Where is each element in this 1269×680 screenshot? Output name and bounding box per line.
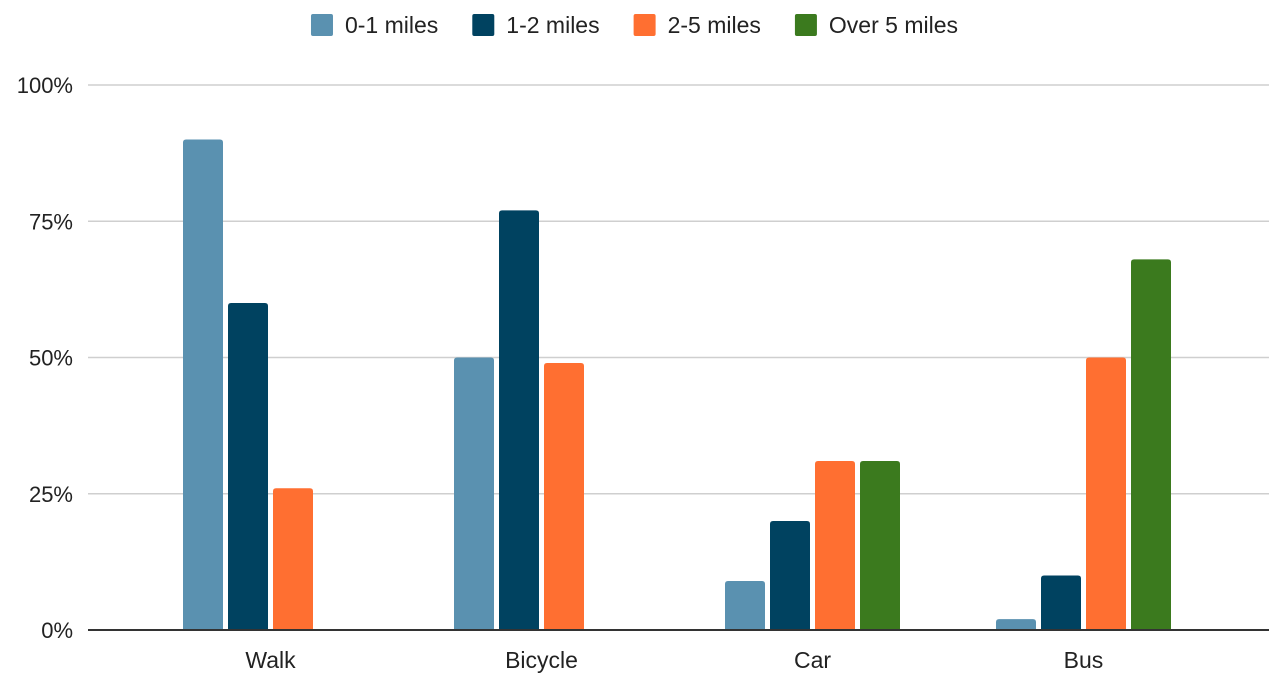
- legend-label: Over 5 miles: [829, 12, 958, 38]
- legend-label: 0-1 miles: [345, 12, 438, 38]
- x-tick-label: Walk: [245, 647, 296, 673]
- bar-bicycle-series-2: [499, 210, 539, 630]
- x-tick-label: Car: [794, 647, 831, 673]
- bar-bicycle-series-3: [544, 362, 584, 630]
- bar-bicycle-series-1: [454, 357, 494, 630]
- bar-bus-series-1: [996, 619, 1036, 630]
- legend: 0-1 miles 1-2 miles 2-5 miles Over 5 miles: [310, 12, 958, 38]
- bar-car-series-1: [725, 580, 765, 630]
- bar-car-series-3: [815, 461, 855, 630]
- y-tick-label: 0%: [41, 618, 73, 643]
- y-tick-label: 75%: [29, 209, 73, 234]
- legend-swatch: [472, 14, 495, 36]
- y-tick-label: 50%: [29, 346, 73, 371]
- legend-label: 1-2 miles: [506, 12, 599, 38]
- bar-bus-series-2: [1041, 575, 1081, 630]
- y-tick-label: 25%: [29, 482, 73, 507]
- legend-swatch: [794, 14, 817, 36]
- bar-car-series-2: [770, 521, 810, 630]
- bar-bus-series-4: [1131, 259, 1171, 630]
- bar-walk-series-1: [183, 139, 223, 630]
- bars: [183, 139, 1171, 630]
- bar-car-series-4: [860, 461, 900, 630]
- bar-walk-series-3: [273, 488, 313, 630]
- x-tick-label: Bicycle: [505, 647, 578, 673]
- x-axis-tick-labels: Walk Bicycle Car Bus: [245, 647, 1103, 673]
- legend-label: 2-5 miles: [668, 12, 761, 38]
- x-tick-label: Bus: [1064, 647, 1104, 673]
- bar-bus-series-3: [1086, 357, 1126, 630]
- legend-swatch: [633, 14, 656, 36]
- y-axis-tick-labels: 0% 25% 50% 75% 100%: [17, 73, 73, 643]
- legend-swatch: [310, 14, 333, 36]
- bar-walk-series-2: [228, 303, 268, 630]
- y-tick-label: 100%: [17, 73, 73, 98]
- gridlines: [88, 84, 1269, 495]
